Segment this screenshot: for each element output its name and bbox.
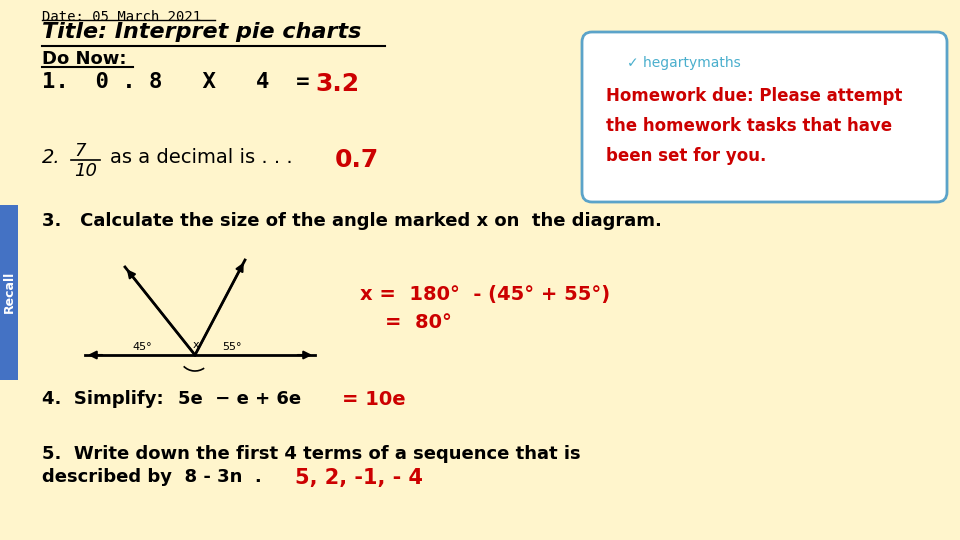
Text: = 10e: = 10e [342, 390, 406, 409]
FancyBboxPatch shape [582, 32, 947, 202]
Text: 5, 2, -1, - 4: 5, 2, -1, - 4 [295, 468, 423, 488]
Text: Date: 05 March 2021: Date: 05 March 2021 [42, 10, 202, 24]
Text: 10: 10 [74, 162, 97, 180]
Text: 55°: 55° [222, 342, 242, 352]
Text: Do Now:: Do Now: [42, 50, 127, 68]
Text: 45°: 45° [132, 342, 152, 352]
Text: 7: 7 [74, 142, 85, 160]
Text: Homework due: Please attempt: Homework due: Please attempt [606, 87, 902, 105]
Text: been set for you.: been set for you. [606, 147, 766, 165]
Text: 3.   Calculate the size of the angle marked x on  the diagram.: 3. Calculate the size of the angle marke… [42, 212, 661, 230]
Text: 0.7: 0.7 [335, 148, 379, 172]
Text: x =  180°  - (45° + 55°): x = 180° - (45° + 55°) [360, 285, 611, 304]
Text: 3.2: 3.2 [315, 72, 359, 96]
Text: x: x [193, 340, 200, 350]
Text: 2.: 2. [42, 148, 60, 167]
FancyBboxPatch shape [0, 205, 18, 380]
Text: =  80°: = 80° [385, 313, 452, 332]
Text: as a decimal is . . .: as a decimal is . . . [110, 148, 293, 167]
Text: ✓ hegartymaths: ✓ hegartymaths [627, 56, 741, 70]
Text: described by  8 - 3n  .: described by 8 - 3n . [42, 468, 262, 486]
Text: the homework tasks that have: the homework tasks that have [606, 117, 892, 135]
Text: 5.  Write down the first 4 terms of a sequence that is: 5. Write down the first 4 terms of a seq… [42, 445, 581, 463]
Text: 4.  Simplify:: 4. Simplify: [42, 390, 163, 408]
Text: Title: Interpret pie charts: Title: Interpret pie charts [42, 22, 361, 42]
Text: 1.  0 . 8   X   4  =: 1. 0 . 8 X 4 = [42, 72, 309, 92]
Text: 5e  − e + 6e: 5e − e + 6e [178, 390, 301, 408]
Text: Recall: Recall [3, 271, 15, 313]
